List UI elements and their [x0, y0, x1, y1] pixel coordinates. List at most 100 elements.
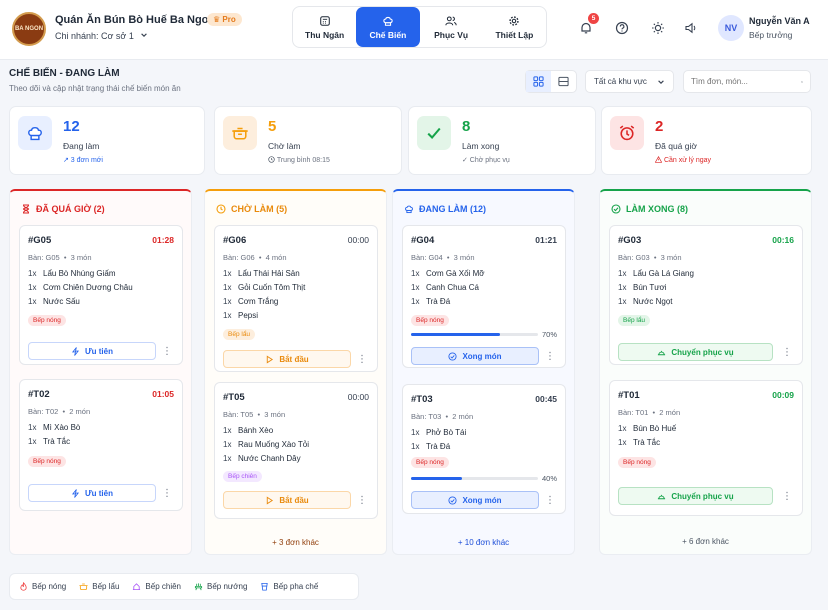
priority-button[interactable]: Ưu tiên — [28, 342, 156, 360]
order-items: 1x Bánh Xèo 1x Rau Muống Xào Tỏi 1x Nước Ch… — [223, 426, 309, 468]
restaurant-logo: BA NGON — [12, 12, 46, 46]
order-card[interactable]: #T05 00:00 Bàn: T05 • 3 món 1x Bánh Xèo 1… — [214, 382, 378, 519]
chef-hat-icon — [28, 126, 42, 141]
page-title: CHẾ BIẾN - ĐANG LÀM — [9, 68, 120, 79]
board-view-button[interactable] — [526, 71, 551, 92]
order-meta: Bàn: G03 • 3 món — [618, 253, 682, 262]
stat-label: Làm xong — [462, 141, 500, 151]
start-button[interactable]: Bắt đầu — [223, 491, 351, 509]
send-to-service-button[interactable]: Chuyển phục vụ — [618, 343, 773, 361]
serving-tray-icon — [658, 494, 666, 499]
list-item: 1x Cơm Chiên Dương Châu — [28, 283, 133, 292]
order-code: #T02 — [28, 389, 50, 400]
order-card[interactable]: #T03 00:45 Bàn: T03 • 2 món 1x Phở Bò Tái… — [402, 384, 566, 514]
list-item: 1x Bún Tươi — [618, 283, 667, 292]
hourglass-icon — [22, 204, 30, 214]
more-options-icon[interactable]: ⋮ — [545, 494, 555, 506]
restaurant-name: Quán Ăn Bún Bò Huế Ba Ngon — [55, 14, 216, 26]
more-orders-link[interactable]: + 10 đơn khác — [457, 538, 510, 547]
start-button[interactable]: Bắt đầu — [223, 350, 351, 368]
column-header: ĐÃ QUÁ GIỜ (2) — [21, 204, 105, 214]
help-button[interactable] — [611, 17, 633, 39]
stat-value: 5 — [268, 118, 277, 135]
search-icon[interactable] — [801, 77, 803, 87]
search-input[interactable] — [691, 77, 801, 86]
station-tag: Bếp lẩu — [618, 315, 651, 326]
more-options-icon[interactable]: ⋮ — [162, 487, 172, 499]
progress-percent: 70% — [541, 330, 557, 339]
branch-selector[interactable]: Chi nhánh: Cơ sở 1 — [55, 31, 148, 41]
search-box — [683, 70, 811, 93]
check-circle-icon — [611, 204, 621, 214]
more-options-icon[interactable]: ⋮ — [782, 490, 792, 502]
more-orders-link[interactable]: + 3 đơn khác — [272, 538, 319, 547]
list-item: 1x Nước Ngọt — [618, 297, 673, 306]
order-card[interactable]: #T01 00:09 Bàn: T01 • 2 món 1x Bún Bò Huế… — [609, 380, 803, 516]
more-options-icon[interactable]: ⋮ — [782, 346, 792, 358]
avatar[interactable]: NV — [718, 15, 744, 41]
stat-card-waiting: 5 Chờ làm Trung bình 08:15 — [214, 106, 402, 175]
users-icon — [445, 15, 457, 25]
order-items: 1x Lẩu Bò Nhúng Giấm 1x Cơm Chiên Dương Ch… — [28, 269, 133, 311]
theme-toggle[interactable] — [647, 17, 669, 39]
send-to-service-button[interactable]: Chuyển phục vụ — [618, 487, 773, 505]
station-tag: Bếp chiên — [223, 471, 262, 482]
priority-button[interactable]: Ưu tiên — [28, 484, 156, 502]
order-card[interactable]: #G04 01:21 Bàn: G04 • 3 món 1x Cơm Gà Xối… — [402, 225, 566, 368]
progress-percent: 40% — [541, 474, 557, 483]
order-items: 1x Lẩu Gà Lá Giang 1x Bún Tươi 1x Nước Ngọt — [618, 269, 694, 311]
order-items: 1x Cơm Gà Xối Mỡ 1x Canh Chua Cá 1x Trà Đá — [411, 269, 485, 311]
order-card[interactable]: #G05 01:28 Bàn: G05 • 3 món 1x Lẩu Bò Nhú… — [19, 225, 183, 365]
order-card[interactable]: #G06 00:00 Bàn: G06 • 4 món 1x Lẩu Thái H… — [214, 225, 378, 372]
main-nav: Thu Ngân Chế Biến Phục Vụ Thiết Lập — [292, 6, 547, 48]
order-items: 1x Bún Bò Huế 1x Trà Tắc — [618, 424, 676, 452]
alarm-clock-icon — [619, 125, 635, 141]
done-button[interactable]: Xong món — [411, 491, 539, 509]
legend-item-grill: Bếp nướng — [194, 582, 247, 591]
column-in-progress: ĐANG LÀM (12) #G04 01:21 Bàn: G04 • 3 mó… — [392, 189, 575, 555]
list-item: 1x Trà Tắc — [618, 438, 661, 447]
more-options-icon[interactable]: ⋮ — [545, 350, 555, 362]
stat-note: ✓ Chờ phục vụ — [462, 157, 510, 164]
progress-bar — [411, 477, 538, 480]
done-button[interactable]: Xong món — [411, 347, 539, 365]
area-filter-select[interactable]: Tất cả khu vực — [585, 70, 674, 93]
list-item: 1x Phở Bò Tái — [411, 428, 467, 437]
order-meta: Bàn: G04 • 3 món — [411, 253, 475, 262]
progress-bar — [411, 333, 538, 336]
more-options-icon[interactable]: ⋮ — [357, 353, 367, 365]
order-card[interactable]: #G03 00:16 Bàn: G03 • 3 món 1x Lẩu Gà Lá … — [609, 225, 803, 365]
notification-badge: 5 — [588, 13, 599, 24]
legend-item-hot-kitchen: Bếp nóng — [19, 582, 66, 591]
notification-button[interactable]: 5 — [575, 13, 599, 39]
column-done: LÀM XONG (8) #G03 00:16 Bàn: G03 • 3 món… — [599, 189, 812, 555]
warning-icon — [654, 155, 663, 163]
tab-service[interactable]: Phục Vụ — [420, 7, 483, 47]
order-card[interactable]: #T02 01:05 Bàn: T02 • 2 món 1x Mì Xào Bò … — [19, 379, 183, 511]
stat-note: Cần xử lý ngay — [654, 155, 711, 164]
stat-icon-box — [417, 116, 451, 150]
bell-icon — [581, 22, 591, 34]
legend-item-fry: Bếp chiên — [132, 582, 181, 591]
order-code: #G06 — [223, 235, 247, 246]
order-meta: Bàn: T05 • 3 món — [223, 410, 286, 419]
station-tag: Bếp nóng — [411, 315, 449, 326]
lightning-icon — [71, 488, 80, 498]
list-item: 1x Pepsi — [223, 311, 259, 320]
tab-cashier[interactable]: Thu Ngân — [293, 7, 356, 47]
list-item: 1x Nước Sấu — [28, 297, 80, 306]
column-waiting: CHỜ LÀM (5) #G06 00:00 Bàn: G06 • 4 món … — [204, 189, 387, 555]
list-item: 1x Rau Muống Xào Tỏi — [223, 440, 310, 449]
tab-kitchen[interactable]: Chế Biến — [356, 7, 420, 47]
progress-fill — [411, 477, 462, 480]
cup-icon — [261, 582, 269, 591]
view-toggle — [525, 70, 577, 93]
tab-settings[interactable]: Thiết Lập — [483, 7, 546, 47]
list-item: 1x Trà Tắc — [28, 437, 71, 446]
sound-toggle[interactable] — [680, 17, 702, 39]
more-orders-link[interactable]: + 6 đơn khác — [682, 537, 729, 546]
play-icon — [267, 496, 274, 504]
more-options-icon[interactable]: ⋮ — [162, 345, 172, 357]
more-options-icon[interactable]: ⋮ — [357, 494, 367, 506]
list-view-button[interactable] — [551, 71, 576, 92]
